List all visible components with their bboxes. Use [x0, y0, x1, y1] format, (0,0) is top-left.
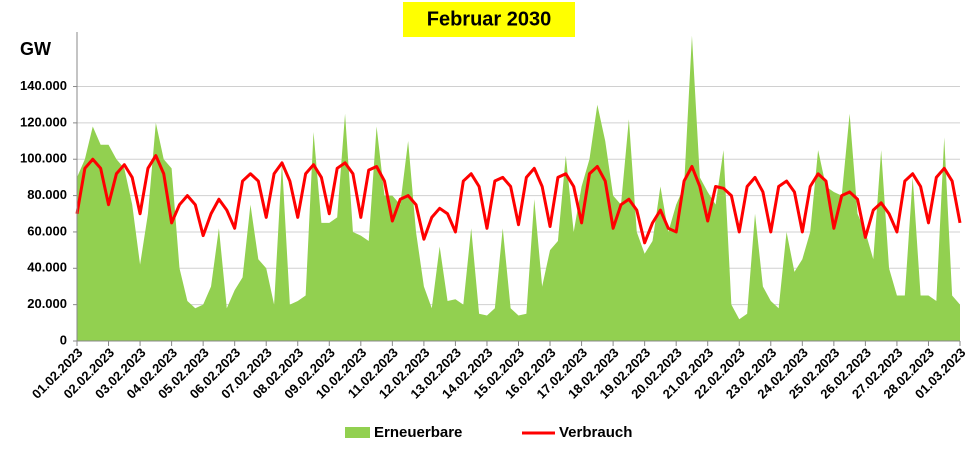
chart-title: Februar 2030 — [427, 8, 552, 30]
title-box — [403, 2, 575, 37]
area — [77, 35, 960, 342]
y-tick-label: 140.000 — [20, 78, 67, 93]
legend-swatch — [345, 427, 370, 438]
y-tick-label: 80.000 — [27, 187, 67, 202]
y-tick-label: 40.000 — [27, 260, 67, 275]
legend-label: Verbrauch — [559, 424, 632, 441]
y-tick-label: 100.000 — [20, 151, 67, 166]
line — [75, 154, 962, 245]
y-tick-label: 60.000 — [27, 223, 67, 238]
y-tick-label: 20.000 — [27, 296, 67, 311]
y-axis-label: GW — [20, 39, 51, 59]
y-tick-label: 120.000 — [20, 114, 67, 129]
legend-label: Erneuerbare — [374, 424, 462, 441]
y-tick-label: 0 — [60, 332, 67, 347]
